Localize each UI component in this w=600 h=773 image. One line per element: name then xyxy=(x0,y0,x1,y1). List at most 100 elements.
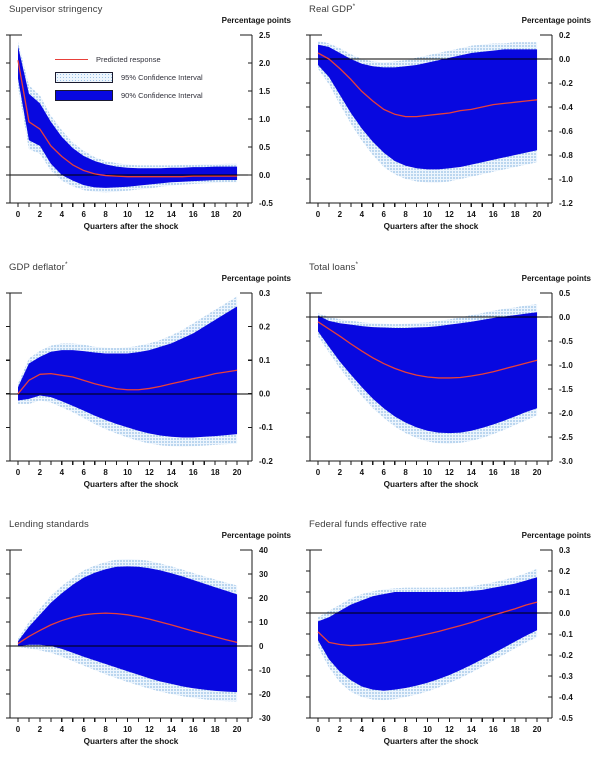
y-tick-label: -1.0 xyxy=(559,175,573,184)
unit-label: Percentage points xyxy=(521,531,591,540)
x-tick-label: 18 xyxy=(211,468,220,477)
predicted-response-line xyxy=(317,52,538,118)
y-tick-label: -1.5 xyxy=(559,385,573,394)
y-tick-label: -1.2 xyxy=(559,199,573,208)
x-tick-label: 20 xyxy=(233,468,242,477)
y-tick-label: 0.0 xyxy=(559,609,571,618)
x-tick-label: 2 xyxy=(338,210,343,219)
legend-item-predicted: Predicted response xyxy=(55,50,203,68)
y-tick-label: -0.5 xyxy=(259,199,273,208)
impulse-response-chart: 0.3 0.2 0.1 0.0 -0.1 -0.2 0 2 4 6 8 10 12 14 16 18 20 Qua… xyxy=(6,289,273,489)
y-tick-label: 0.2 xyxy=(559,31,571,40)
x-axis-title: Quarters after the shock xyxy=(384,222,479,231)
x-tick-label: 18 xyxy=(511,468,520,477)
y-tick-label: 0 xyxy=(259,642,264,651)
predicted-response-line xyxy=(17,612,238,645)
x-tick-label: 16 xyxy=(189,725,198,734)
chart-title-text: Total loans xyxy=(309,262,356,274)
y-tick-label: -2.0 xyxy=(559,409,573,418)
y-tick-label: 0.1 xyxy=(259,356,271,365)
x-tick-label: 12 xyxy=(445,725,454,734)
x-tick-label: 6 xyxy=(81,725,86,734)
x-tick-label: 4 xyxy=(60,210,65,219)
x-tick-label: 18 xyxy=(211,210,220,219)
x-tick-label: 18 xyxy=(511,725,520,734)
legend: Predicted response 95% Confidence Interv… xyxy=(55,50,203,104)
x-tick-label: 4 xyxy=(60,725,65,734)
y-tick-label: -0.4 xyxy=(559,103,573,112)
y-tick-label: 0.0 xyxy=(259,171,271,180)
chart-title: Total loans* xyxy=(309,261,358,273)
y-tick-label: 20 xyxy=(259,594,268,603)
chart-panel-gdp-deflator: GDP deflator* Percentage points 0.3 0.2 0.… xyxy=(0,258,300,515)
x-tick-label: 10 xyxy=(423,210,432,219)
x-tick-label: 12 xyxy=(145,725,154,734)
x-tick-label: 8 xyxy=(103,468,108,477)
chart-title-text: Real GDP xyxy=(309,4,353,16)
y-tick-label: -10 xyxy=(259,666,271,675)
y-tick-label: -0.5 xyxy=(559,337,573,346)
x-tick-label: 20 xyxy=(233,210,242,219)
chart-title-text: Supervisor stringency xyxy=(9,4,103,16)
chart-title-superscript: * xyxy=(64,261,68,268)
x-tick-label: 0 xyxy=(16,468,21,477)
x-tick-label: 8 xyxy=(103,725,108,734)
y-tick-label: -1.0 xyxy=(559,361,573,370)
x-tick-label: 10 xyxy=(423,725,432,734)
x-tick-label: 10 xyxy=(123,210,132,219)
x-tick-label: 12 xyxy=(445,468,454,477)
x-tick-label: 6 xyxy=(381,725,386,734)
unit-label: Percentage points xyxy=(221,16,291,25)
x-tick-label: 10 xyxy=(123,725,132,734)
x-tick-label: 4 xyxy=(360,468,365,477)
x-tick-label: 14 xyxy=(467,468,476,477)
chart-panel-total-loans: Total loans* Percentage points 0.5 0.0 -0.… xyxy=(300,258,600,515)
x-tick-label: 16 xyxy=(489,210,498,219)
y-tick-label: 2.0 xyxy=(259,59,271,68)
chart-title-text: Lending standards xyxy=(9,519,89,531)
x-tick-label: 16 xyxy=(189,210,198,219)
x-tick-label: 2 xyxy=(338,468,343,477)
y-tick-label: -2.5 xyxy=(559,433,573,442)
x-tick-label: 4 xyxy=(360,210,365,219)
x-tick-label: 20 xyxy=(233,725,242,734)
chart-title-text: Federal funds effective rate xyxy=(309,519,427,531)
chart-title: Federal funds effective rate xyxy=(309,518,427,530)
x-tick-label: 0 xyxy=(16,210,21,219)
y-tick-label: 0.3 xyxy=(559,546,571,555)
y-tick-label: -30 xyxy=(259,714,271,723)
y-tick-label: 2.5 xyxy=(259,31,271,40)
x-tick-label: 0 xyxy=(316,468,321,477)
legend-label: 95% Confidence Interval xyxy=(121,72,203,82)
x-tick-label: 14 xyxy=(167,725,176,734)
ci95-swatch xyxy=(55,71,113,83)
ci90-band xyxy=(18,46,238,188)
y-tick-label: -0.5 xyxy=(559,714,573,723)
y-tick-label: 0.0 xyxy=(559,313,571,322)
x-tick-label: 0 xyxy=(316,210,321,219)
ci90-swatch xyxy=(55,89,113,101)
x-tick-label: 6 xyxy=(381,468,386,477)
x-tick-label: 8 xyxy=(403,725,408,734)
x-tick-label: 6 xyxy=(81,210,86,219)
ci90-band xyxy=(18,306,238,438)
predicted-response-line xyxy=(17,60,238,178)
x-tick-label: 16 xyxy=(489,725,498,734)
y-tick-label: 0.5 xyxy=(259,143,271,152)
chart-title: Lending standards xyxy=(9,518,89,530)
x-tick-label: 14 xyxy=(167,210,176,219)
x-tick-label: 20 xyxy=(533,725,542,734)
ci90-band xyxy=(18,566,238,693)
predicted-response-line xyxy=(317,601,538,647)
chart-title-text: GDP deflator xyxy=(9,262,65,274)
x-tick-label: 20 xyxy=(533,210,542,219)
ci90-band xyxy=(318,44,538,170)
x-tick-label: 2 xyxy=(38,725,43,734)
x-tick-label: 14 xyxy=(167,468,176,477)
y-tick-label: -0.2 xyxy=(259,457,273,466)
legend-item-ci90: 90% Confidence Interval xyxy=(55,86,203,104)
legend-label: Predicted response xyxy=(96,54,161,64)
y-tick-label: 30 xyxy=(259,570,268,579)
x-tick-label: 20 xyxy=(533,468,542,477)
